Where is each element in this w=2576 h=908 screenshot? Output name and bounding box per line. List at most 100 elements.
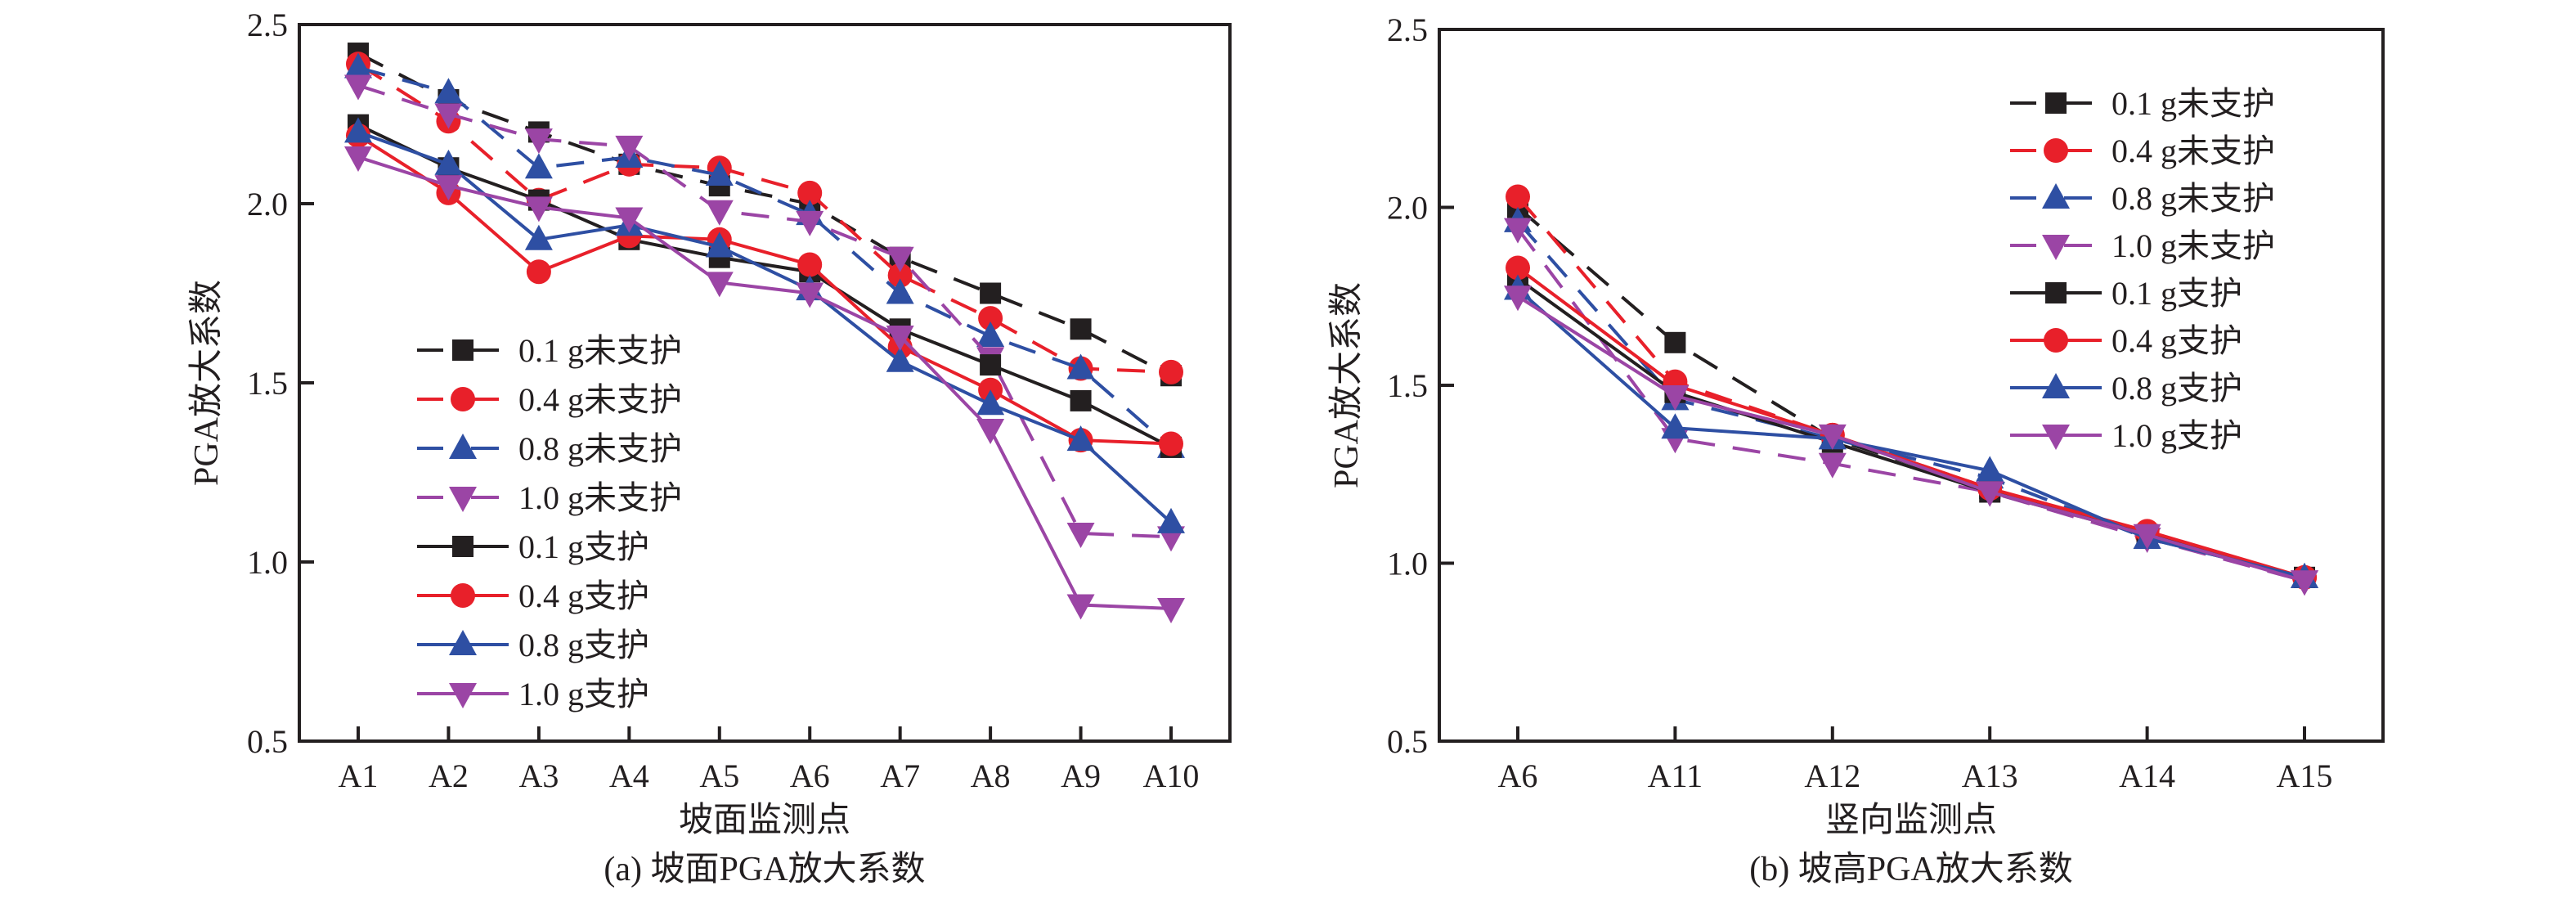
data-point <box>1070 318 1092 340</box>
legend-item: 1.0 g支护 <box>417 676 649 712</box>
legend-item: 1.0 g未支护 <box>2010 227 2275 264</box>
series-1 <box>346 52 1183 384</box>
legend-marker <box>2044 138 2068 163</box>
data-point <box>1159 431 1183 456</box>
legend-marker <box>2045 282 2067 303</box>
x-tick-label: A5 <box>699 757 739 794</box>
legend-item: 0.4 g支护 <box>417 578 649 614</box>
data-point <box>886 278 914 304</box>
data-point <box>1070 389 1092 411</box>
data-point <box>524 128 553 155</box>
legend-marker <box>2044 328 2068 353</box>
data-point <box>615 135 644 161</box>
series-7 <box>1504 285 2318 596</box>
data-point <box>1818 452 1847 479</box>
legend-marker <box>449 630 477 655</box>
data-point <box>797 180 823 205</box>
legend-item: 1.0 g未支护 <box>417 479 682 516</box>
x-tick-label: A15 <box>2277 757 2333 794</box>
y-tick-label: 2.0 <box>247 186 288 223</box>
series-line <box>357 155 1172 610</box>
data-point <box>980 354 1002 376</box>
x-tick-label: A6 <box>790 757 830 794</box>
data-point <box>886 246 914 272</box>
x-tick-label: A12 <box>1804 757 1860 794</box>
data-point <box>976 389 1005 416</box>
data-point <box>887 263 913 288</box>
data-point <box>1506 184 1530 209</box>
data-point <box>434 149 463 175</box>
legend-item: 0.1 g支护 <box>2010 275 2242 312</box>
legend-marker <box>451 583 475 608</box>
data-point <box>796 282 824 308</box>
legend-label: 0.1 g未支护 <box>2112 85 2275 122</box>
data-point <box>434 78 463 104</box>
legend-item: 1.0 g支护 <box>2010 417 2242 454</box>
data-point <box>976 321 1005 348</box>
y-axis-title: PGA放大系数 <box>1328 282 1366 488</box>
y-tick-label: 2.5 <box>247 7 288 43</box>
data-point <box>1818 424 1847 450</box>
series-line <box>357 65 1173 449</box>
x-tick-label: A4 <box>609 757 649 794</box>
legend-item: 0.1 g支护 <box>417 528 649 565</box>
data-point <box>526 259 551 285</box>
y-tick-label: 1.0 <box>247 544 288 581</box>
data-point <box>1066 353 1095 380</box>
series-line <box>357 62 1172 374</box>
legend-label: 0.1 g支护 <box>2112 275 2242 312</box>
series-line <box>357 130 1173 524</box>
data-point <box>796 210 824 236</box>
data-point <box>615 207 644 233</box>
data-point <box>705 200 734 226</box>
data-point <box>344 117 372 143</box>
legend-item: 0.1 g未支护 <box>417 332 682 369</box>
data-point <box>524 153 553 179</box>
data-point <box>1066 594 1095 620</box>
y-tick-label: 2.0 <box>1387 190 1428 227</box>
series-7 <box>344 146 1185 623</box>
figure-caption: (a) 坡面PGA放大系数 <box>604 851 925 888</box>
legend-label: 0.8 g支护 <box>2112 370 2242 407</box>
legend-marker <box>449 487 477 512</box>
data-point <box>1157 597 1185 623</box>
series-line <box>1516 196 2305 579</box>
data-point <box>1159 359 1183 384</box>
data-point <box>344 52 372 79</box>
x-tick-label: A1 <box>339 757 379 794</box>
plot-frame <box>298 23 1232 743</box>
legend-item: 0.4 g支护 <box>2010 322 2242 359</box>
y-tick-label: 2.5 <box>1387 11 1428 48</box>
legend-label: 0.4 g支护 <box>518 578 649 614</box>
legend-label: 0.8 g支护 <box>518 627 649 663</box>
legend-label: 0.8 g未支护 <box>518 430 682 467</box>
legend-label: 0.4 g未支护 <box>2112 133 2275 169</box>
series-line <box>357 83 1172 539</box>
data-point <box>976 418 1005 444</box>
legend-marker <box>449 683 477 708</box>
series-line <box>1516 266 2305 579</box>
y-tick-label: 1.5 <box>247 365 288 402</box>
x-tick-label: A6 <box>1498 757 1538 794</box>
legend-label: 0.8 g未支护 <box>2112 180 2275 217</box>
data-point <box>797 252 823 277</box>
legend-label: 0.1 g未支护 <box>518 332 682 369</box>
legend-label: 0.4 g支护 <box>2112 322 2242 359</box>
data-point <box>344 146 372 173</box>
data-point <box>1066 425 1095 452</box>
data-point <box>886 326 914 352</box>
x-tick-label: A2 <box>429 757 469 794</box>
legend-label: 1.0 g未支护 <box>518 479 682 516</box>
x-tick-label: A3 <box>518 757 559 794</box>
legend-marker <box>452 339 473 361</box>
legend: 0.1 g未支护 0.4 g未支护 0.8 g未支护 1.0 g未支护 0.1 g支护 0… <box>417 332 682 712</box>
legend-marker <box>2042 235 2070 260</box>
legend-item: 0.8 g支护 <box>2010 370 2242 407</box>
x-axis-title: 竖向监测点 <box>1825 802 1997 839</box>
x-tick-label: A8 <box>971 757 1011 794</box>
legend-marker <box>2042 373 2070 398</box>
x-tick-label: A13 <box>1962 757 2018 794</box>
x-tick-label: A11 <box>1648 757 1703 794</box>
data-point <box>1504 218 1532 244</box>
